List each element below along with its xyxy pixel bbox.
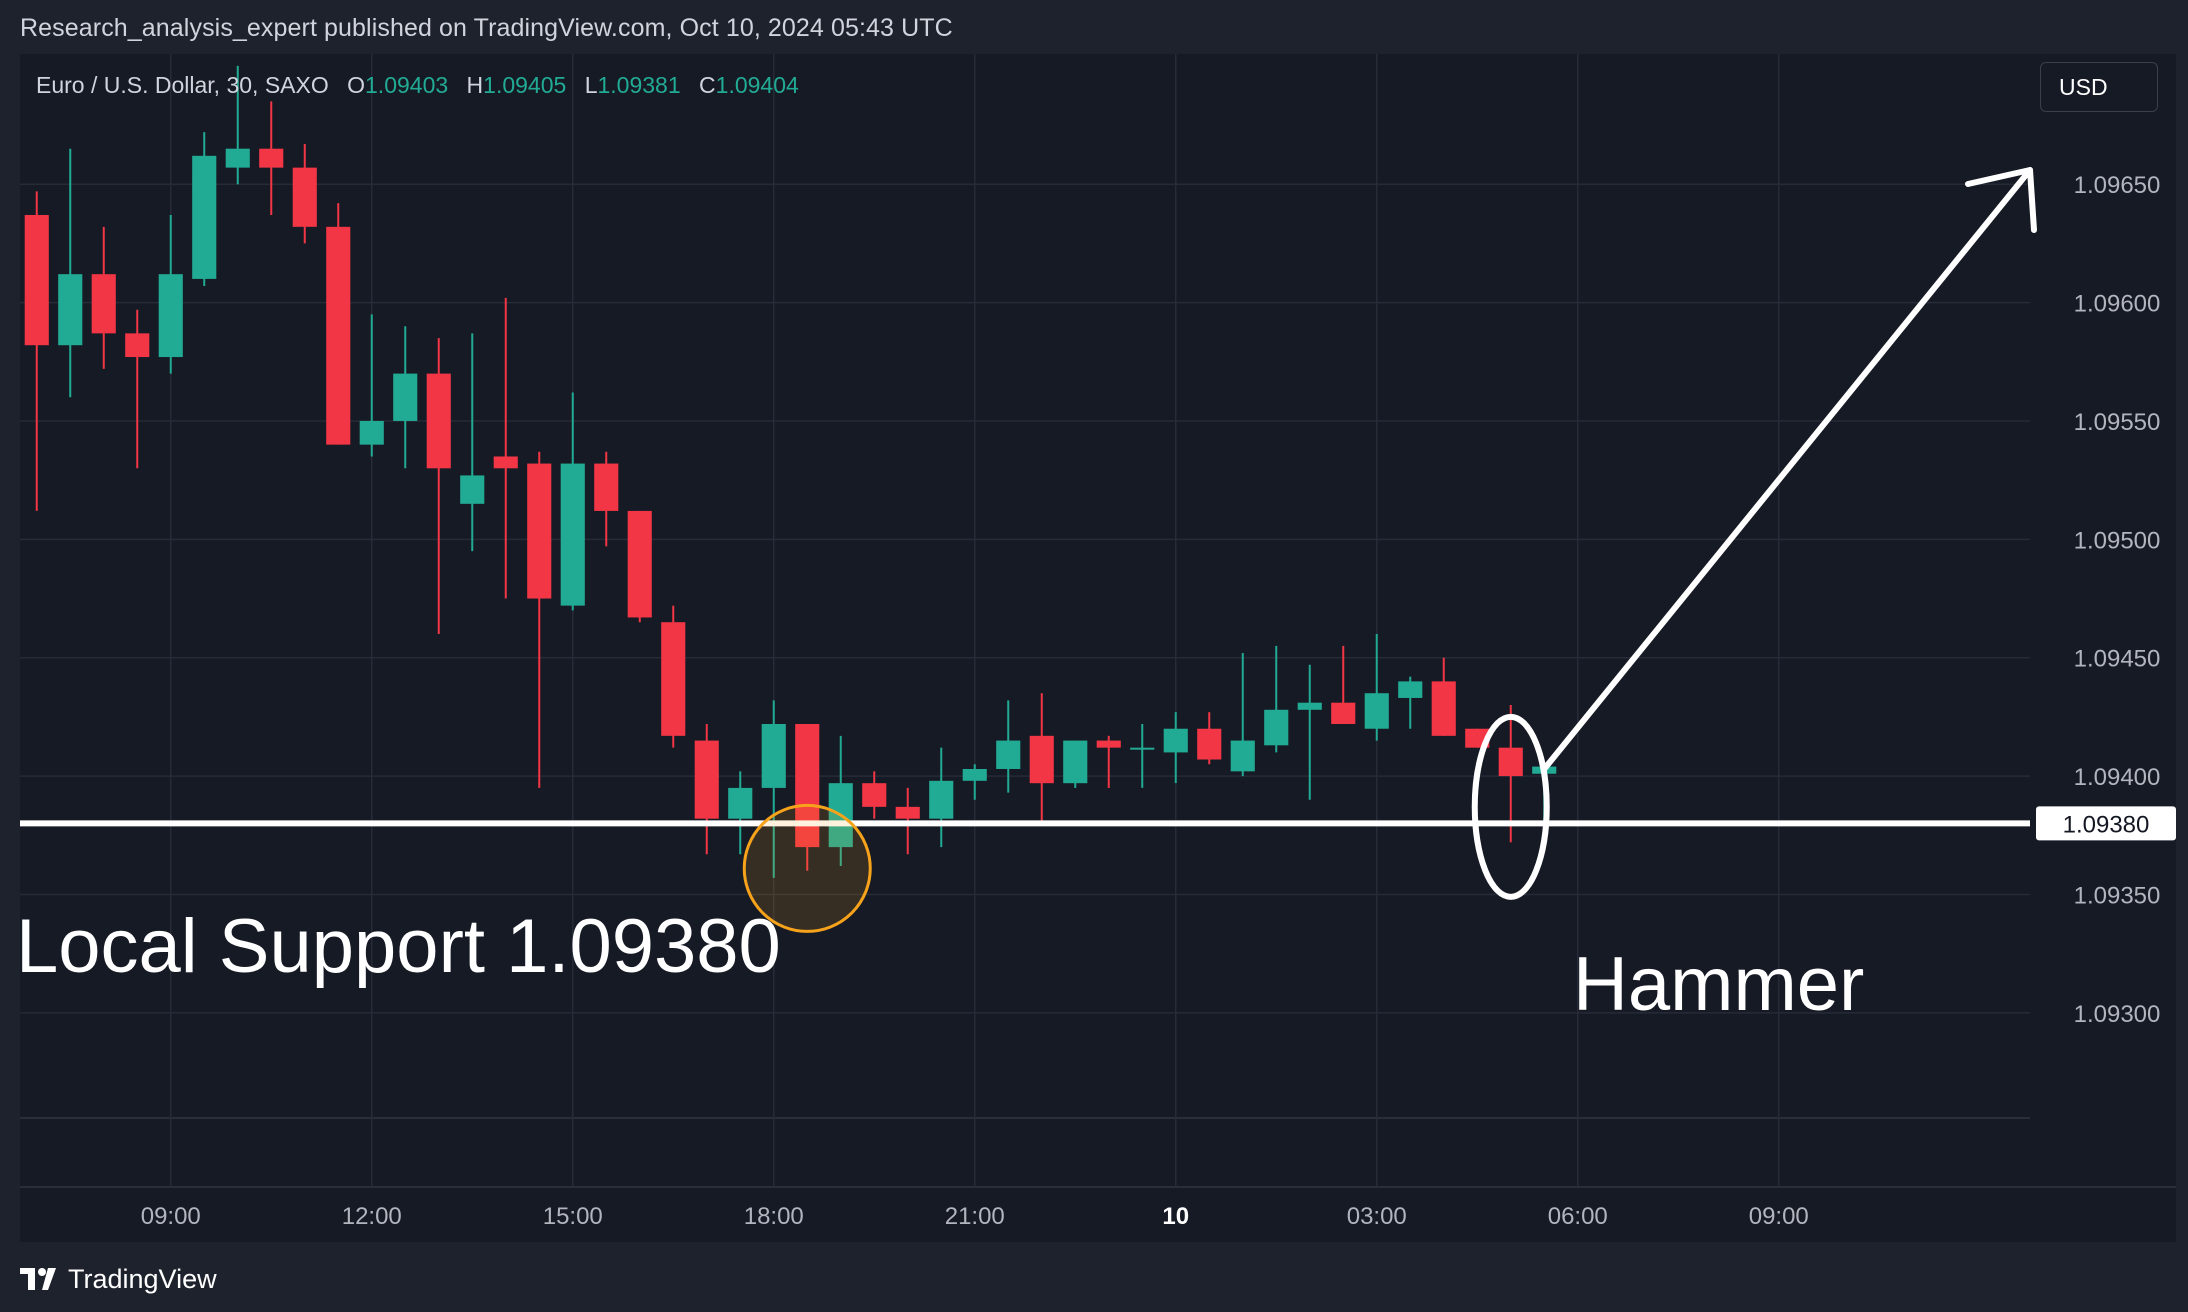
candle-bull[interactable] (1364, 693, 1389, 729)
candle-bull[interactable] (1230, 740, 1255, 772)
legend-low-label: L (584, 72, 598, 98)
x-tick-label: 09:00 (1749, 1203, 1809, 1230)
candle-bear[interactable] (24, 214, 49, 346)
legend-close-label: C (699, 72, 716, 98)
candle-bear[interactable] (1029, 735, 1054, 784)
footer-brand: TradingView (68, 1263, 217, 1294)
legend-close-value: 1.09404 (715, 72, 799, 98)
price-scale-area[interactable] (2031, 54, 2176, 1117)
candle-bull[interactable] (962, 768, 987, 781)
candle-bull[interactable] (1264, 709, 1289, 746)
candle-bull[interactable] (728, 787, 753, 819)
candle-bull[interactable] (158, 274, 183, 358)
candle-bear[interactable] (795, 723, 820, 848)
candle-bear[interactable] (259, 148, 284, 168)
y-tick-label: 1.09350 (2074, 882, 2161, 909)
candle-bear[interactable] (527, 463, 552, 599)
target-arrow[interactable] (1541, 167, 2033, 772)
legend-high-value: 1.09405 (483, 72, 567, 98)
y-tick-label: 1.09400 (2074, 764, 2161, 791)
candle-bear[interactable] (1331, 702, 1356, 724)
candle-bull[interactable] (560, 463, 585, 606)
candle-bull[interactable] (1130, 747, 1155, 750)
x-tick-label: 09:00 (141, 1203, 201, 1230)
y-tick-label: 1.09300 (2074, 1001, 2161, 1028)
hammer-ellipse[interactable] (1471, 713, 1550, 900)
legend-symbol: Euro / U.S. Dollar, 30, SAXO (36, 72, 329, 98)
x-tick-label: 15:00 (543, 1203, 603, 1230)
candle-bear[interactable] (1498, 747, 1523, 777)
candle-bull[interactable] (192, 155, 217, 279)
highlight-circle[interactable] (742, 803, 872, 933)
y-tick-label: 1.09600 (2074, 291, 2161, 318)
x-tick-label: 03:00 (1347, 1203, 1407, 1230)
candle-bear[interactable] (895, 806, 920, 819)
candle-bull[interactable] (996, 740, 1021, 769)
candle-bull[interactable] (460, 475, 485, 504)
candle-bear[interactable] (292, 167, 317, 227)
footer: TradingView (20, 1262, 217, 1296)
candle-bear[interactable] (661, 622, 686, 736)
currency-button[interactable]: USD (2040, 62, 2158, 112)
candle-bull[interactable] (1163, 728, 1188, 753)
lower-pane (20, 1119, 2030, 1183)
candle-bull[interactable] (393, 373, 418, 421)
y-tick-label: 1.09550 (2074, 409, 2161, 436)
candle-bull[interactable] (929, 780, 954, 819)
price-tag-label: 1.09380 (2063, 811, 2150, 838)
arrow-head (1965, 167, 2037, 234)
x-tick-label: 18:00 (744, 1203, 804, 1230)
candle-bull[interactable] (225, 148, 250, 168)
candle-bull[interactable] (58, 274, 83, 346)
candle-bear[interactable] (862, 783, 887, 807)
candle-bull[interactable] (1398, 681, 1423, 698)
ohlc-legend: Euro / U.S. Dollar, 30, SAXO O1.09403 H1… (36, 72, 799, 99)
published-line: Research_analysis_expert published on Tr… (20, 14, 953, 42)
candle-bear[interactable] (326, 226, 351, 445)
legend-open-label: O (347, 72, 366, 98)
hammer-annotation: Hammer (1573, 942, 1864, 1027)
price-tag (2036, 806, 2176, 841)
candle-bear[interactable] (694, 740, 719, 819)
x-tick-label: 12:00 (342, 1203, 402, 1230)
candle-bull[interactable] (1297, 702, 1322, 710)
x-tick-label: 10 (1162, 1203, 1189, 1230)
candle-bear[interactable] (91, 274, 116, 334)
support-annotation: Local Support 1.09380 (20, 904, 781, 989)
candle-bear[interactable] (1096, 740, 1121, 748)
y-tick-label: 1.09500 (2074, 527, 2161, 554)
x-tick-label: 06:00 (1548, 1203, 1608, 1230)
candle-bear[interactable] (627, 510, 652, 618)
legend-open-value: 1.09403 (365, 72, 449, 98)
x-tick-label: 21:00 (945, 1203, 1005, 1230)
legend-high-label: H (466, 72, 484, 98)
y-tick-label: 1.09650 (2074, 172, 2161, 199)
legend-low-value: 1.09381 (597, 72, 681, 98)
candle-bull[interactable] (359, 420, 384, 445)
candle-bear[interactable] (1197, 728, 1222, 760)
candle-bear[interactable] (125, 333, 150, 358)
candle-bear[interactable] (426, 373, 451, 469)
candle-bear[interactable] (493, 456, 518, 469)
candle-bull[interactable] (761, 723, 786, 788)
candle-bear[interactable] (594, 463, 619, 511)
tradingview-logo-icon (20, 1268, 56, 1290)
y-tick-label: 1.09450 (2074, 646, 2161, 673)
candle-bull[interactable] (1063, 740, 1088, 784)
candlestick-chart[interactable]: 1.09650 1.09600 1.09550 1.09500 1.09450 1.094… (20, 54, 2176, 1242)
chart-frame[interactable]: 1.09650 1.09600 1.09550 1.09500 1.09450 1.094… (20, 54, 2176, 1242)
candle-bear[interactable] (1431, 681, 1456, 736)
